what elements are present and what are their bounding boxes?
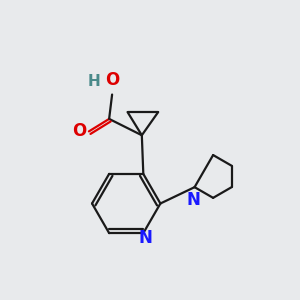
Text: N: N: [186, 191, 200, 209]
Text: O: O: [72, 122, 86, 140]
Text: N: N: [139, 229, 153, 247]
Text: H: H: [87, 74, 100, 88]
Text: O: O: [105, 70, 119, 88]
